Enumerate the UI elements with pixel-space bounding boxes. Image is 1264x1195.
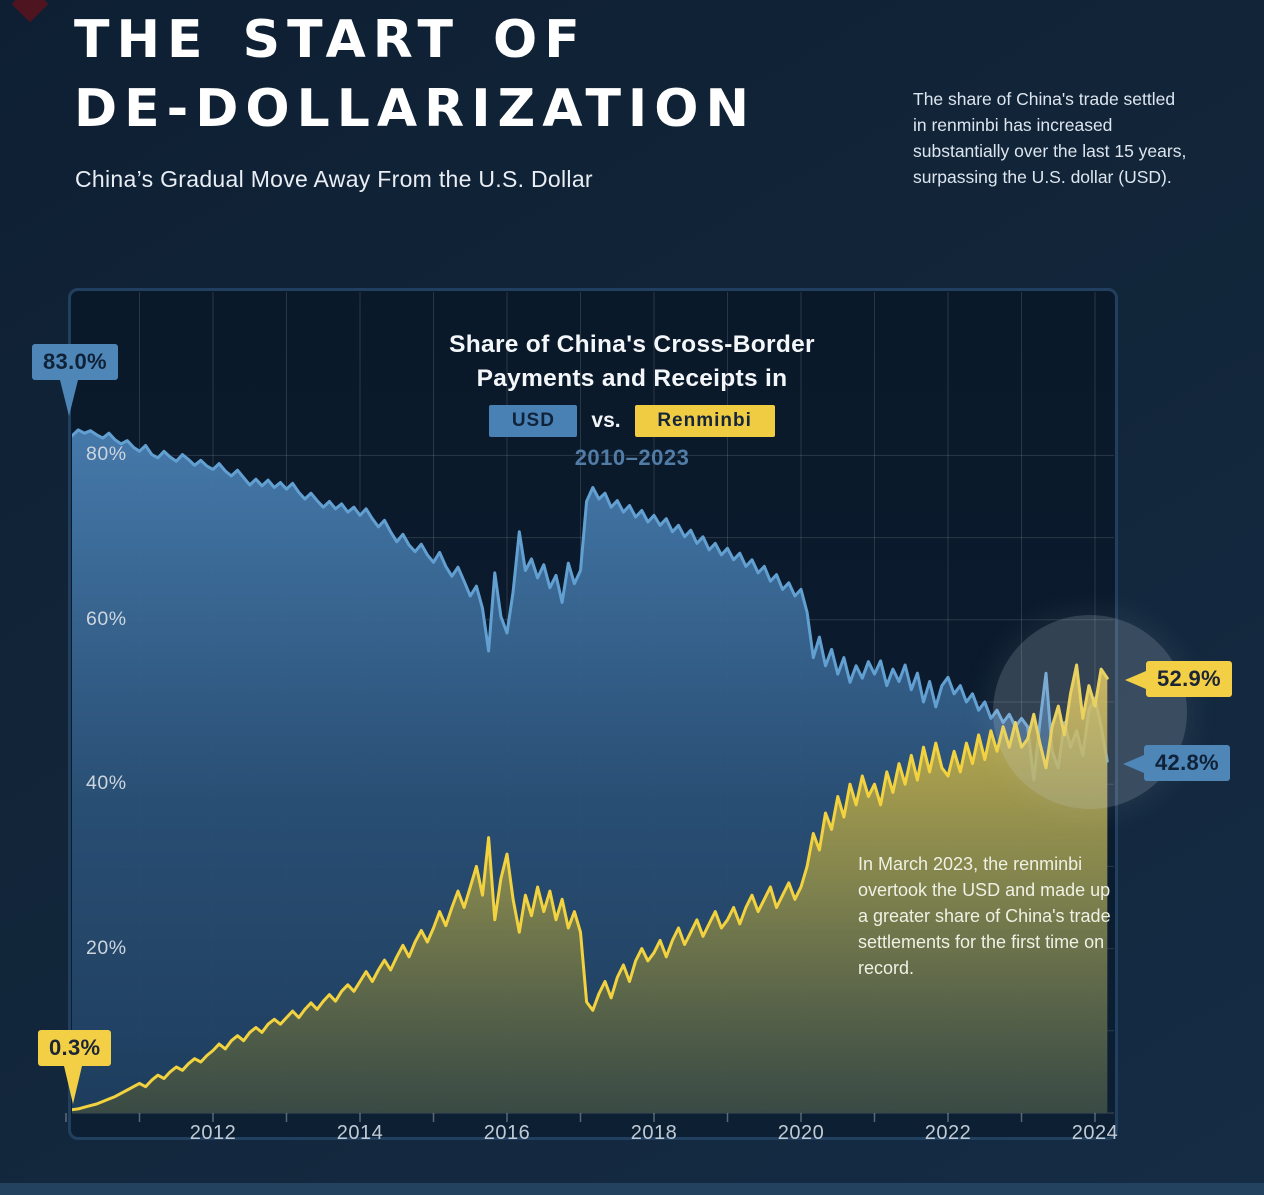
page-title-line2: DE-DOLLARIZATION: [74, 79, 756, 139]
chart-legend: USD vs. Renminbi: [300, 405, 964, 437]
callout-pointer-down-icon: [60, 380, 78, 416]
callout-usd-start-value: 83.0%: [43, 349, 107, 374]
y-axis-label: 40%: [86, 772, 127, 795]
logo-diamond: [11, 0, 49, 23]
callout-renminbi-end-value: 52.9%: [1157, 666, 1221, 691]
y-axis-label: 80%: [86, 443, 127, 466]
chart-header: Share of China's Cross-Border Payments an…: [300, 328, 964, 471]
chart-title-line1: Share of China's Cross-Border: [449, 331, 815, 358]
x-axis-label: 2018: [630, 1122, 678, 1144]
callout-renminbi-start: 0.3%: [38, 1030, 112, 1104]
callout-pointer-left-icon: [1125, 671, 1146, 689]
chart-title: Share of China's Cross-Border Payments an…: [300, 328, 964, 396]
callout-usd-start: 83.0%: [32, 344, 118, 416]
legend-renminbi-badge: Renminbi: [634, 405, 775, 437]
x-axis-label: 2012: [189, 1122, 237, 1144]
y-axis-label: 60%: [86, 607, 127, 630]
page-subtitle: China’s Gradual Move Away From the U.S. …: [75, 166, 593, 192]
legend-usd-badge: USD: [489, 405, 578, 437]
page-title-line1: THE START OF: [74, 10, 587, 70]
x-axis-label: 2024: [1071, 1122, 1119, 1144]
annotation-text: In March 2023, the renminbi overtook the…: [858, 854, 1111, 978]
legend-vs-label: vs.: [591, 409, 621, 432]
intro-text: The share of China's trade settled in re…: [913, 89, 1187, 187]
callout-renminbi-end: 52.9%: [1125, 661, 1232, 697]
y-axis-label: 20%: [86, 936, 127, 959]
x-axis-label: 2014: [336, 1122, 384, 1144]
callout-usd-end: 42.8%: [1123, 745, 1230, 781]
chart-title-line2: Payments and Receipts in: [476, 365, 788, 392]
callout-pointer-left-icon: [1123, 755, 1144, 773]
callout-pointer-down-icon: [64, 1066, 82, 1104]
x-axis-label: 2022: [924, 1122, 972, 1144]
x-axis-label: 2016: [483, 1122, 531, 1144]
callout-renminbi-start-value: 0.3%: [49, 1035, 101, 1060]
chart-period-label: 2010–2023: [574, 445, 690, 470]
footer-strip: [0, 1183, 1264, 1195]
page-title: THE START OF DE-DOLLARIZATION: [74, 6, 756, 144]
x-axis-label: 2020: [777, 1122, 825, 1144]
callout-usd-end-value: 42.8%: [1155, 750, 1219, 775]
